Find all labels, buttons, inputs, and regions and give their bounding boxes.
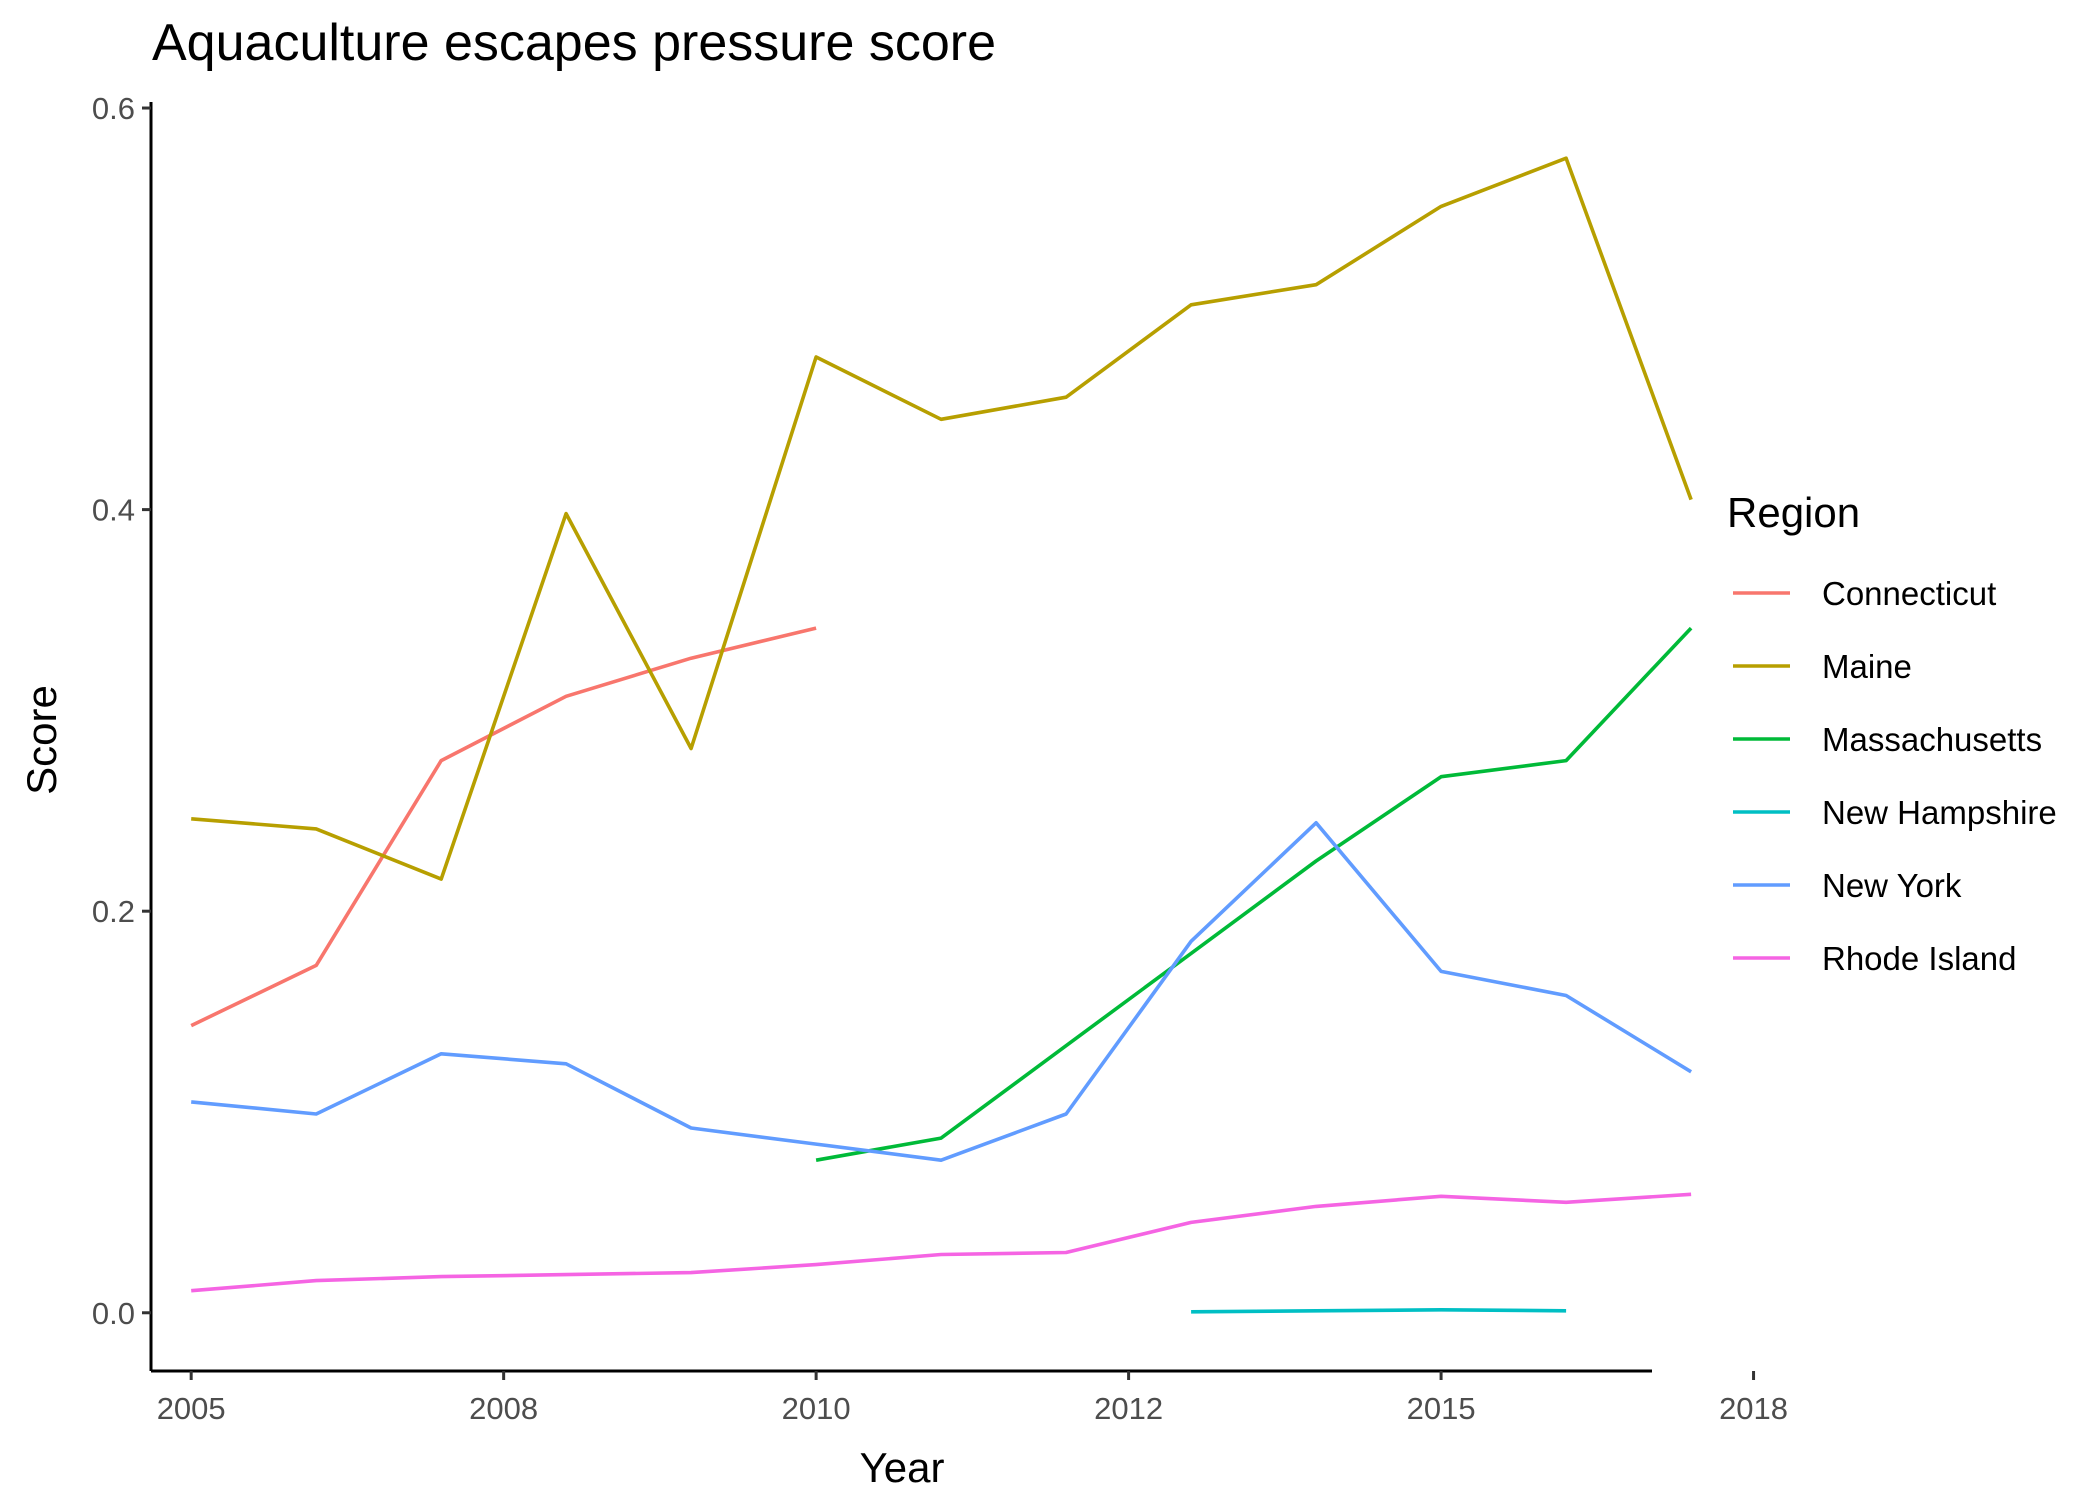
- series-line-maine: [191, 156, 1693, 881]
- legend-label: New York: [1822, 867, 1962, 904]
- y-tick-label: 0.4: [92, 493, 135, 528]
- series-line-new-york: [191, 820, 1693, 1162]
- legend-item: Connecticut: [1733, 575, 1996, 612]
- plot-area: 0.0 0.2 0.4 0.6 2005 2008 2010 2012 2015 2018: [92, 91, 1788, 1426]
- legend-label: Massachusetts: [1822, 721, 2042, 758]
- legend-label: Connecticut: [1822, 575, 1996, 612]
- legend-item: New Hampshire: [1733, 794, 2057, 831]
- x-axis-title: Year: [860, 1444, 945, 1491]
- series-line-massachusetts: [815, 626, 1693, 1162]
- y-tick-label: 0.6: [92, 91, 135, 126]
- legend-label: Rhode Island: [1822, 940, 2016, 977]
- x-axis-ticks: 2005 2008 2010 2012 2015 2018: [157, 1371, 1788, 1426]
- y-tick-label: 0.2: [92, 894, 135, 929]
- legend-item: Massachusetts: [1733, 721, 2042, 758]
- y-axis-title: Score: [18, 685, 65, 795]
- legend-items: Connecticut Maine Massachusetts New Hampshi…: [1733, 575, 2057, 977]
- series-lines: [190, 156, 1693, 1314]
- x-tick-label: 2012: [1094, 1391, 1163, 1426]
- legend-item: Maine: [1733, 648, 1912, 685]
- x-tick-label: 2010: [782, 1391, 851, 1426]
- x-tick-label: 2005: [157, 1391, 226, 1426]
- legend-item: New York: [1733, 867, 1962, 904]
- series-line-connecticut: [190, 626, 817, 1028]
- legend: Region Connecticut Maine Massachusetts New …: [1727, 489, 2057, 977]
- legend-label: New Hampshire: [1822, 794, 2057, 831]
- y-axis-ticks: 0.0 0.2 0.4 0.6: [92, 91, 151, 1331]
- series-line-rhode-island: [191, 1192, 1692, 1293]
- legend-label: Maine: [1822, 648, 1912, 685]
- y-tick-label: 0.0: [92, 1296, 135, 1331]
- x-tick-label: 2018: [1719, 1391, 1788, 1426]
- legend-item: Rhode Island: [1733, 940, 2016, 977]
- chart-title: Aquaculture escapes pressure score: [152, 14, 996, 72]
- x-tick-label: 2008: [469, 1391, 538, 1426]
- series-line-new-hampshire: [1191, 1308, 1567, 1314]
- x-tick-label: 2015: [1407, 1391, 1476, 1426]
- legend-title: Region: [1727, 489, 1860, 536]
